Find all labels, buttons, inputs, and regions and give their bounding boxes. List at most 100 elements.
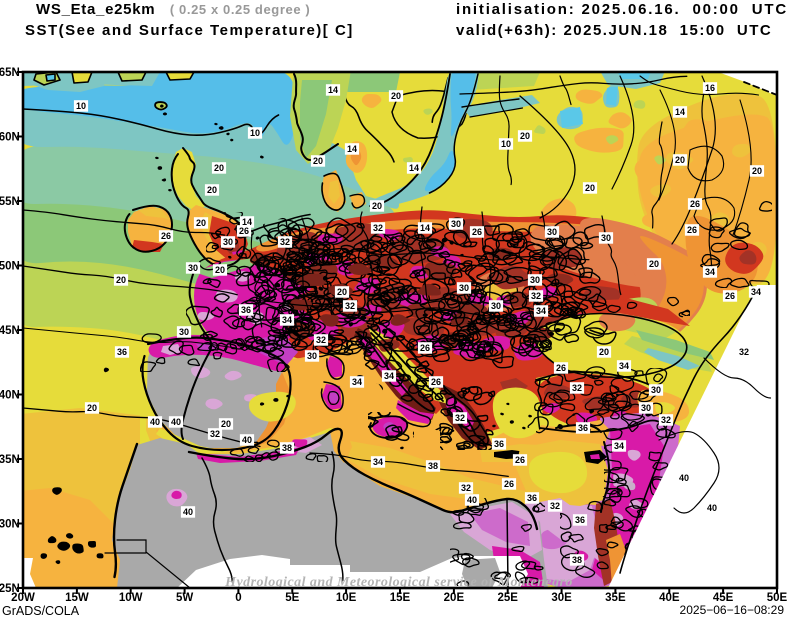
svg-text:30: 30 (223, 237, 233, 247)
svg-text:32: 32 (316, 335, 326, 345)
svg-text:32: 32 (461, 483, 471, 493)
svg-text:36: 36 (575, 515, 585, 525)
svg-text:20: 20 (752, 166, 762, 176)
svg-text:30: 30 (451, 219, 461, 229)
svg-text:14: 14 (675, 107, 685, 117)
svg-text:30: 30 (179, 327, 189, 337)
svg-text:20: 20 (585, 183, 595, 193)
svg-text:34: 34 (614, 441, 624, 451)
svg-text:20W: 20W (11, 592, 35, 604)
svg-text:25N: 25N (0, 583, 20, 595)
svg-text:30: 30 (307, 351, 317, 361)
svg-text:20: 20 (599, 347, 609, 357)
svg-text:45N: 45N (0, 325, 20, 337)
svg-text:10E: 10E (336, 592, 357, 604)
svg-text:30N: 30N (0, 519, 20, 531)
svg-text:30: 30 (459, 283, 469, 293)
svg-text:20: 20 (207, 185, 217, 195)
svg-text:30: 30 (491, 301, 501, 311)
svg-text:20: 20 (337, 287, 347, 297)
svg-text:38: 38 (282, 443, 292, 453)
svg-text:36: 36 (578, 423, 588, 433)
svg-text:26: 26 (690, 199, 700, 209)
svg-text:30: 30 (530, 275, 540, 285)
svg-text:32: 32 (661, 415, 671, 425)
svg-text:32: 32 (373, 223, 383, 233)
svg-text:30: 30 (547, 227, 557, 237)
svg-text:40: 40 (171, 417, 181, 427)
svg-text:32: 32 (210, 429, 220, 439)
svg-text:14: 14 (409, 163, 419, 173)
svg-text:40E: 40E (659, 592, 680, 604)
svg-text:20: 20 (221, 419, 231, 429)
svg-text:30: 30 (651, 385, 661, 395)
svg-text:10W: 10W (119, 592, 143, 604)
svg-text:40: 40 (707, 503, 717, 513)
svg-text:20: 20 (214, 163, 224, 173)
svg-text:34: 34 (705, 267, 715, 277)
svg-text:40N: 40N (0, 390, 20, 402)
svg-text:20E: 20E (444, 592, 465, 604)
svg-text:14: 14 (242, 217, 252, 227)
svg-text:40: 40 (467, 495, 477, 505)
svg-text:20: 20 (372, 201, 382, 211)
svg-text:32: 32 (550, 501, 560, 511)
svg-text:26: 26 (515, 455, 525, 465)
svg-text:40: 40 (183, 507, 193, 517)
svg-text:20: 20 (215, 265, 225, 275)
svg-text:36: 36 (494, 439, 504, 449)
svg-text:34: 34 (352, 377, 362, 387)
svg-text:60N: 60N (0, 132, 20, 144)
svg-text:14: 14 (347, 144, 357, 154)
svg-text:Hydrological and Meteorologica: Hydrological and Meteorological service … (224, 575, 573, 590)
svg-text:36: 36 (527, 493, 537, 503)
svg-text:30: 30 (601, 233, 611, 243)
svg-text:5E: 5E (285, 592, 299, 604)
svg-text:20: 20 (520, 131, 530, 141)
svg-text:34: 34 (282, 315, 292, 325)
svg-text:34: 34 (536, 306, 546, 316)
svg-text:40: 40 (242, 435, 252, 445)
svg-text:26: 26 (472, 227, 482, 237)
svg-text:26: 26 (239, 226, 249, 236)
svg-text:30: 30 (188, 263, 198, 273)
svg-text:30E: 30E (551, 592, 572, 604)
svg-text:32: 32 (572, 383, 582, 393)
svg-text:35N: 35N (0, 454, 20, 466)
svg-text:34: 34 (619, 361, 629, 371)
svg-text:0: 0 (235, 592, 241, 604)
svg-text:45E: 45E (713, 592, 734, 604)
svg-text:10: 10 (76, 101, 86, 111)
svg-text:55N: 55N (0, 196, 20, 208)
svg-text:32: 32 (345, 301, 355, 311)
svg-text:26: 26 (431, 377, 441, 387)
svg-text:14: 14 (328, 85, 338, 95)
svg-text:40: 40 (679, 473, 689, 483)
svg-text:15W: 15W (65, 592, 89, 604)
svg-text:34: 34 (751, 287, 761, 297)
svg-text:30: 30 (641, 403, 651, 413)
svg-text:40: 40 (150, 417, 160, 427)
svg-text:20: 20 (391, 91, 401, 101)
svg-text:35E: 35E (605, 592, 626, 604)
svg-text:15E: 15E (390, 592, 411, 604)
svg-text:32: 32 (280, 237, 290, 247)
svg-text:34: 34 (373, 457, 383, 467)
svg-text:26: 26 (725, 291, 735, 301)
svg-text:20: 20 (116, 275, 126, 285)
svg-text:38: 38 (428, 461, 438, 471)
svg-text:32: 32 (739, 347, 749, 357)
svg-text:26: 26 (504, 479, 514, 489)
svg-text:20: 20 (196, 218, 206, 228)
svg-text:26: 26 (687, 225, 697, 235)
svg-text:10: 10 (250, 128, 260, 138)
svg-text:16: 16 (705, 83, 715, 93)
svg-text:26: 26 (556, 363, 566, 373)
svg-text:26: 26 (420, 343, 430, 353)
svg-text:25E: 25E (497, 592, 518, 604)
svg-text:32: 32 (455, 413, 465, 423)
svg-text:10: 10 (501, 139, 511, 149)
svg-text:20: 20 (87, 403, 97, 413)
svg-text:26: 26 (161, 231, 171, 241)
svg-text:36: 36 (117, 347, 127, 357)
